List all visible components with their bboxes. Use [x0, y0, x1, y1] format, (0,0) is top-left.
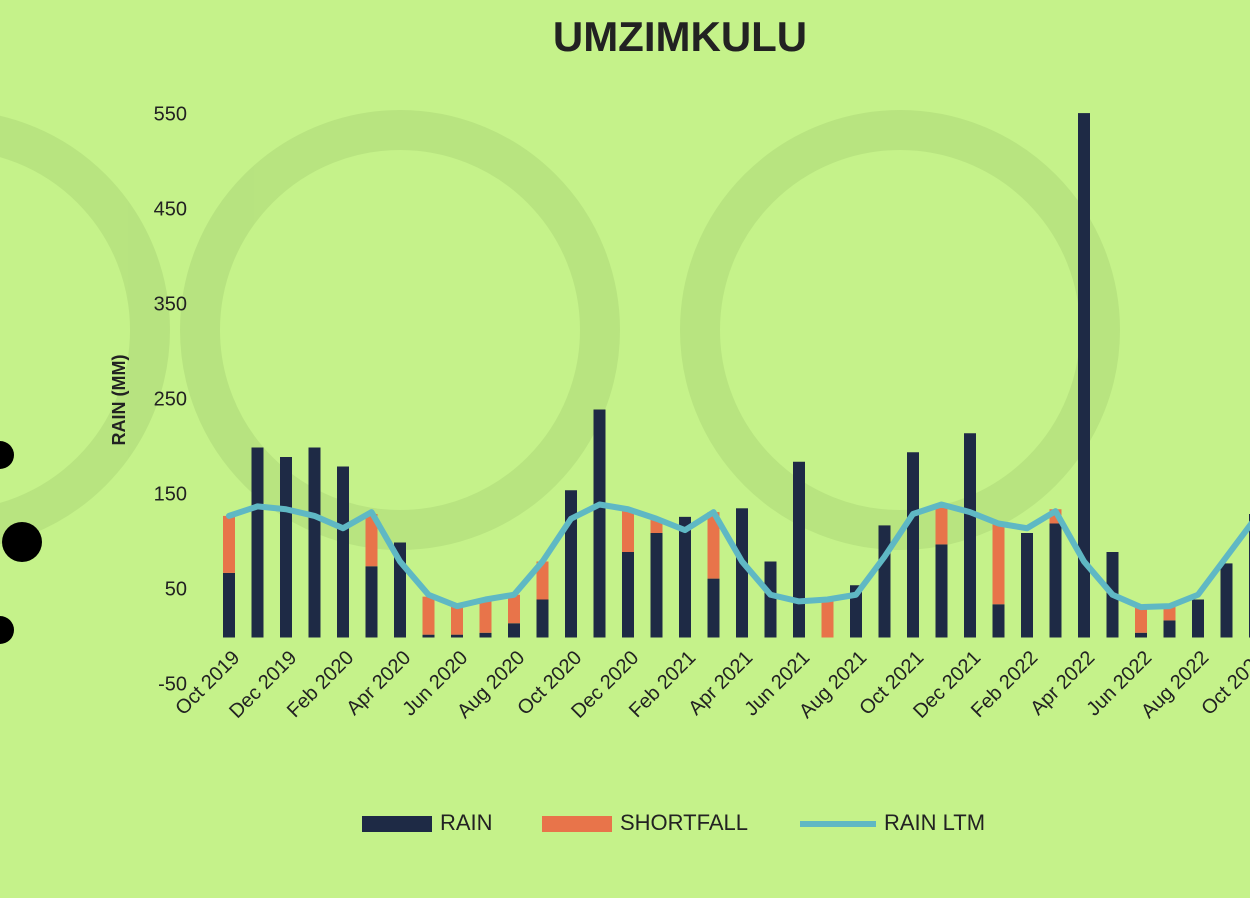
- bar: [907, 452, 919, 638]
- watermark: [0, 110, 1120, 550]
- bar: [308, 447, 321, 638]
- decor-dot: [0, 616, 14, 644]
- bar: [821, 599, 834, 638]
- chart-title: UMZIMKULU: [553, 13, 807, 60]
- bar: [1135, 632, 1147, 638]
- bar: [650, 533, 663, 638]
- bar: [536, 561, 549, 600]
- y-tick-label: 350: [154, 293, 187, 315]
- legend-label: SHORTFALL: [620, 810, 748, 835]
- bar: [451, 634, 463, 638]
- bar: [736, 508, 748, 638]
- bar: [1220, 563, 1233, 638]
- bar: [878, 525, 891, 638]
- bar: [451, 606, 463, 635]
- bar: [479, 599, 492, 633]
- bar: [992, 523, 1005, 605]
- legend-label: RAIN: [440, 810, 493, 835]
- bar: [365, 566, 378, 638]
- y-axis-title: RAIN (MM): [109, 355, 129, 446]
- bar: [707, 512, 720, 579]
- bar: [337, 466, 349, 638]
- bar: [850, 585, 862, 638]
- y-tick-label: -50: [158, 673, 187, 695]
- bar: [223, 572, 235, 638]
- bar: [1049, 523, 1062, 638]
- bar: [508, 623, 520, 638]
- decor-dot: [0, 441, 14, 469]
- bar: [1163, 620, 1176, 638]
- bar: [251, 447, 264, 638]
- y-tick-label: 50: [165, 578, 187, 600]
- bar: [1192, 599, 1204, 638]
- decor-dot: [2, 522, 42, 562]
- bar: [223, 515, 235, 573]
- bar: [964, 433, 976, 638]
- bar: [1135, 606, 1147, 633]
- y-tick-label: 150: [154, 483, 187, 505]
- bar: [935, 506, 948, 545]
- bar: [707, 578, 720, 638]
- bar: [764, 561, 777, 638]
- y-tick-label: 550: [154, 103, 187, 125]
- bar: [280, 457, 292, 638]
- bar: [565, 490, 577, 638]
- bar: [935, 544, 948, 638]
- y-tick-label: 450: [154, 198, 187, 220]
- bar: [622, 509, 634, 552]
- bar: [508, 594, 520, 624]
- bar: [679, 516, 691, 638]
- legend-swatch: [362, 816, 432, 832]
- bar: [1078, 113, 1090, 638]
- bar: [536, 599, 549, 638]
- y-tick-label: 250: [154, 388, 187, 410]
- legend-label: RAIN LTM: [884, 810, 985, 835]
- bar: [1163, 606, 1176, 621]
- bar: [479, 632, 492, 638]
- bar: [1021, 533, 1033, 638]
- bar: [422, 596, 435, 635]
- line: [226, 501, 1250, 611]
- bar: [622, 552, 634, 638]
- bar: [593, 409, 606, 638]
- legend-swatch: [542, 816, 612, 832]
- bar: [992, 604, 1005, 638]
- bar: [422, 634, 435, 638]
- bar: [793, 461, 805, 638]
- bar: [365, 514, 378, 567]
